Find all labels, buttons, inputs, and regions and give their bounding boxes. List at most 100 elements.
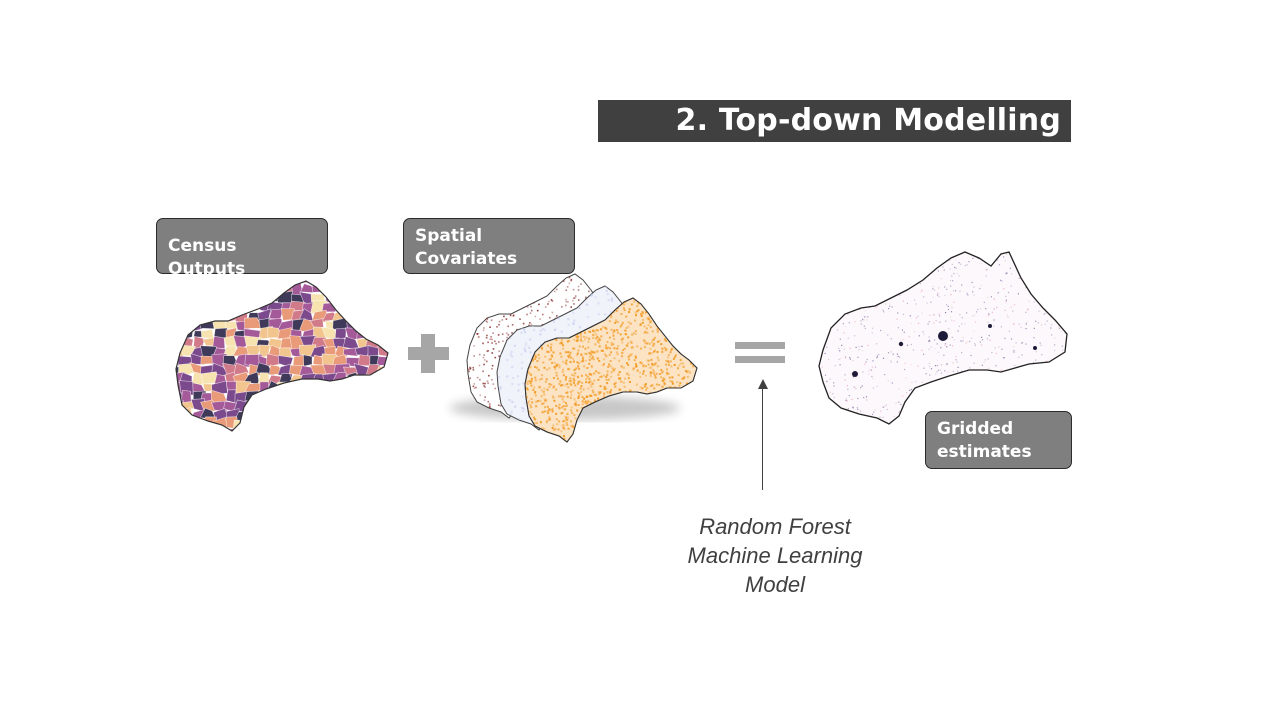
covariate-pixel: [525, 396, 528, 399]
covariate-pixel: [698, 368, 700, 370]
gridded-pixel: [1000, 326, 1002, 328]
covariate-pixel: [608, 437, 611, 440]
covariate-pixel: [656, 327, 659, 330]
covariate-pixel: [596, 436, 599, 439]
covariate-pixel: [588, 274, 591, 277]
covariate-pixel: [539, 421, 542, 424]
gridded-pixel: [837, 306, 839, 308]
gridded-pixel: [918, 259, 920, 261]
gridded-pixel: [861, 345, 863, 347]
covariate-pixel: [500, 419, 502, 421]
covariate-pixel: [656, 365, 659, 368]
gridded-pixel: [946, 363, 948, 365]
gridded-pixel: [888, 268, 891, 270]
census-cell: [190, 308, 206, 324]
covariate-pixel: [530, 413, 533, 416]
gridded-estimates-text-2: estimates: [937, 442, 1032, 462]
covariate-pixel: [567, 318, 570, 321]
gridded-pixel: [881, 260, 883, 262]
covariate-pixel: [680, 414, 683, 417]
gridded-pixel: [1018, 380, 1020, 383]
covariate-pixel: [650, 366, 653, 369]
covariate-pixel: [643, 384, 646, 387]
covariate-pixel: [574, 384, 577, 387]
gridded-pixel: [898, 410, 901, 413]
covariate-pixel: [643, 419, 645, 421]
covariate-pixel: [702, 393, 704, 395]
gridded-pixel: [863, 325, 865, 327]
gridded-pixel: [966, 264, 968, 266]
covariate-pixel: [630, 353, 633, 356]
covariate-pixel: [559, 384, 562, 387]
census-cell: [389, 366, 404, 376]
covariate-pixel: [528, 410, 531, 413]
gridded-pixel: [1030, 272, 1032, 274]
gridded-pixel: [890, 361, 892, 363]
gridded-pixel: [955, 267, 957, 269]
covariate-pixel: [635, 356, 637, 359]
covariate-pixel: [636, 369, 639, 372]
covariate-pixel: [627, 321, 630, 324]
covariate-pixel: [484, 396, 486, 398]
covariate-pixel: [577, 289, 580, 291]
gridded-pixel: [818, 270, 819, 271]
covariate-pixel: [667, 434, 669, 437]
covariate-pixel: [555, 412, 558, 415]
gridded-pixel: [945, 364, 948, 366]
gridded-pixel: [958, 275, 960, 277]
gridded-pixel: [1010, 407, 1012, 409]
covariate-pixel: [533, 301, 535, 304]
covariate-pixel: [647, 420, 650, 423]
gridded-pixel: [830, 308, 832, 310]
covariate-pixel: [577, 404, 580, 406]
covariate-pixel: [666, 432, 669, 435]
gridded-pixel: [992, 319, 994, 321]
gridded-pixel: [1029, 392, 1031, 394]
gridded-pixel: [1071, 280, 1072, 281]
covariate-pixel: [584, 433, 587, 436]
covariate-pixel: [652, 310, 655, 313]
covariate-pixel: [677, 332, 679, 335]
covariate-pixel: [544, 306, 547, 308]
covariate-pixel: [636, 290, 639, 294]
covariate-pixel: [546, 410, 549, 413]
covariate-pixel: [475, 386, 477, 389]
census-cell: [365, 290, 382, 304]
covariate-pixel: [664, 426, 667, 429]
gridded-pixel: [1006, 253, 1008, 256]
slide-title: 2. Top-down Modelling: [598, 100, 1071, 142]
covariate-pixel: [511, 324, 514, 326]
gridded-pixel: [1018, 277, 1021, 279]
covariate-pixel: [685, 371, 688, 374]
covariate-pixel: [680, 319, 683, 322]
covariate-pixel: [690, 298, 693, 299]
covariate-pixel: [555, 288, 558, 291]
covariate-pixel: [544, 380, 547, 383]
covariate-pixel: [521, 395, 524, 398]
covariate-pixel: [698, 361, 700, 363]
covariate-pixel: [640, 292, 643, 295]
gridded-pixel: [817, 303, 818, 304]
covariate-pixel: [555, 374, 558, 377]
covariate-pixel: [613, 285, 616, 288]
covariate-pixel: [476, 333, 478, 335]
covariate-pixel: [565, 391, 568, 394]
covariate-pixel: [654, 394, 657, 397]
census-cell: [270, 284, 281, 296]
gridded-pixel: [832, 393, 834, 395]
covariate-pixel: [699, 404, 701, 406]
gridded-pixel: [862, 371, 864, 373]
covariate-pixel: [558, 403, 561, 406]
covariate-pixel: [543, 393, 546, 396]
gridded-pixel: [1020, 326, 1022, 328]
covariate-pixel: [603, 358, 605, 361]
covariate-pixel: [545, 378, 548, 381]
census-cell: [343, 428, 359, 431]
covariate-pixel: [479, 394, 481, 397]
census-cell: [369, 308, 384, 324]
gridded-pixel: [1043, 297, 1045, 299]
gridded-pixel: [911, 388, 913, 391]
gridded-pixel: [982, 394, 984, 397]
census-cell: [289, 417, 307, 431]
covariate-pixel: [592, 351, 595, 354]
